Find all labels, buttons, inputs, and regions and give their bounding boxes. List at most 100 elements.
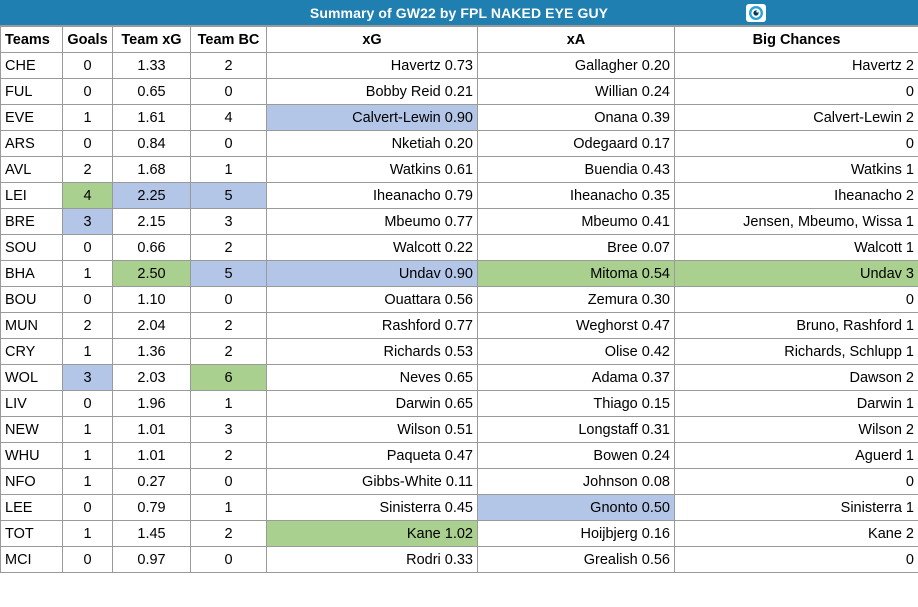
- team-cell: TOT: [0, 520, 63, 547]
- team-cell: NEW: [0, 416, 63, 443]
- goals-cell: 2: [62, 156, 113, 183]
- team-xg-cell: 0.79: [112, 494, 191, 521]
- xg-cell: Calvert-Lewin 0.90: [266, 104, 478, 131]
- big-chances-cell: 0: [674, 78, 918, 105]
- big-chances-cell: Iheanacho 2: [674, 182, 918, 209]
- table-row: AVL 2 1.68 1 Watkins 0.61 Buendia 0.43 Watkins…: [0, 156, 918, 183]
- big-chances-cell: Sinisterra 1: [674, 494, 918, 521]
- title-bar: Summary of GW22 by FPL NAKED EYE GUY: [0, 0, 918, 26]
- big-chances-cell: Watkins 1: [674, 156, 918, 183]
- xg-cell: Mbeumo 0.77: [266, 208, 478, 235]
- big-chances-cell: Undav 3: [674, 260, 918, 287]
- xg-cell: Kane 1.02: [266, 520, 478, 547]
- xa-cell: Willian 0.24: [477, 78, 675, 105]
- xg-cell: Bobby Reid 0.21: [266, 78, 478, 105]
- goals-cell: 1: [62, 260, 113, 287]
- xa-cell: Bowen 0.24: [477, 442, 675, 469]
- goals-cell: 0: [62, 52, 113, 79]
- table-row: WOL 3 2.03 6 Neves 0.65 Adama 0.37 Dawson 2: [0, 364, 918, 391]
- team-xg-cell: 2.50: [112, 260, 191, 287]
- xa-cell: Hoijbjerg 0.16: [477, 520, 675, 547]
- team-cell: EVE: [0, 104, 63, 131]
- big-chances-cell: Bruno, Rashford 1: [674, 312, 918, 339]
- big-chances-cell: Darwin 1: [674, 390, 918, 417]
- team-bc-cell: 6: [190, 364, 267, 391]
- team-cell: BRE: [0, 208, 63, 235]
- team-bc-cell: 2: [190, 234, 267, 261]
- table-row: SOU 0 0.66 2 Walcott 0.22 Bree 0.07 Walcott 1: [0, 234, 918, 261]
- xa-cell: Adama 0.37: [477, 364, 675, 391]
- table-row: CRY 1 1.36 2 Richards 0.53 Olise 0.42 Richards…: [0, 338, 918, 365]
- xa-cell: Olise 0.42: [477, 338, 675, 365]
- xa-cell: Onana 0.39: [477, 104, 675, 131]
- goals-cell: 1: [62, 416, 113, 443]
- goals-cell: 1: [62, 468, 113, 495]
- xa-cell: Weghorst 0.47: [477, 312, 675, 339]
- goals-cell: 1: [62, 104, 113, 131]
- table-row: BHA 1 2.50 5 Undav 0.90 Mitoma 0.54 Undav 3: [0, 260, 918, 287]
- xg-cell: Richards 0.53: [266, 338, 478, 365]
- sheet-title: Summary of GW22 by FPL NAKED EYE GUY: [309, 4, 609, 21]
- header-xa: xA: [477, 26, 675, 53]
- xg-cell: Watkins 0.61: [266, 156, 478, 183]
- table-row: LEI 4 2.25 5 Iheanacho 0.79 Iheanacho 0.35 Ihe…: [0, 182, 918, 209]
- eye-icon: [746, 4, 766, 22]
- team-xg-cell: 1.10: [112, 286, 191, 313]
- team-bc-cell: 5: [190, 182, 267, 209]
- xg-cell: Gibbs-White 0.11: [266, 468, 478, 495]
- table-row: MCI 0 0.97 0 Rodri 0.33 Grealish 0.56 0: [0, 546, 918, 573]
- table-row: WHU 1 1.01 2 Paqueta 0.47 Bowen 0.24 Aguerd 1: [0, 442, 918, 469]
- team-xg-cell: 2.15: [112, 208, 191, 235]
- big-chances-cell: 0: [674, 468, 918, 495]
- goals-cell: 1: [62, 520, 113, 547]
- team-bc-cell: 0: [190, 286, 267, 313]
- team-xg-cell: 0.27: [112, 468, 191, 495]
- xa-cell: Iheanacho 0.35: [477, 182, 675, 209]
- table-row: LEE 0 0.79 1 Sinisterra 0.45 Gnonto 0.50 Sinis…: [0, 494, 918, 521]
- big-chances-cell: Jensen, Mbeumo, Wissa 1: [674, 208, 918, 235]
- team-bc-cell: 0: [190, 130, 267, 157]
- xa-cell: Johnson 0.08: [477, 468, 675, 495]
- team-bc-cell: 3: [190, 208, 267, 235]
- table-row: ARS 0 0.84 0 Nketiah 0.20 Odegaard 0.17 0: [0, 130, 918, 157]
- xg-cell: Rashford 0.77: [266, 312, 478, 339]
- xa-cell: Gallagher 0.20: [477, 52, 675, 79]
- big-chances-cell: Walcott 1: [674, 234, 918, 261]
- xg-cell: Paqueta 0.47: [266, 442, 478, 469]
- team-cell: LEI: [0, 182, 63, 209]
- table-row: MUN 2 2.04 2 Rashford 0.77 Weghorst 0.47 Bruno…: [0, 312, 918, 339]
- xa-cell: Odegaard 0.17: [477, 130, 675, 157]
- team-bc-cell: 3: [190, 416, 267, 443]
- team-xg-cell: 2.03: [112, 364, 191, 391]
- table-row: BRE 3 2.15 3 Mbeumo 0.77 Mbeumo 0.41 Jensen, M…: [0, 208, 918, 235]
- table-row: NEW 1 1.01 3 Wilson 0.51 Longstaff 0.31 Wilson…: [0, 416, 918, 443]
- team-xg-cell: 1.45: [112, 520, 191, 547]
- goals-cell: 3: [62, 364, 113, 391]
- team-bc-cell: 1: [190, 494, 267, 521]
- table-row: LIV 0 1.96 1 Darwin 0.65 Thiago 0.15 Darwin 1: [0, 390, 918, 417]
- header-team-xg: Team xG: [112, 26, 191, 53]
- team-cell: SOU: [0, 234, 63, 261]
- big-chances-cell: Calvert-Lewin 2: [674, 104, 918, 131]
- xa-cell: Thiago 0.15: [477, 390, 675, 417]
- header-teams: Teams: [0, 26, 63, 53]
- team-cell: WOL: [0, 364, 63, 391]
- xg-cell: Iheanacho 0.79: [266, 182, 478, 209]
- big-chances-cell: Aguerd 1: [674, 442, 918, 469]
- xa-cell: Mbeumo 0.41: [477, 208, 675, 235]
- team-xg-cell: 0.66: [112, 234, 191, 261]
- big-chances-cell: Havertz 2: [674, 52, 918, 79]
- team-xg-cell: 0.84: [112, 130, 191, 157]
- team-bc-cell: 5: [190, 260, 267, 287]
- xa-cell: Grealish 0.56: [477, 546, 675, 573]
- team-xg-cell: 1.33: [112, 52, 191, 79]
- goals-cell: 0: [62, 234, 113, 261]
- big-chances-cell: Kane 2: [674, 520, 918, 547]
- team-xg-cell: 1.36: [112, 338, 191, 365]
- team-xg-cell: 1.96: [112, 390, 191, 417]
- header-team-bc: Team BC: [190, 26, 267, 53]
- team-xg-cell: 1.01: [112, 416, 191, 443]
- table-row: TOT 1 1.45 2 Kane 1.02 Hoijbjerg 0.16 Kane 2: [0, 520, 918, 547]
- team-xg-cell: 1.68: [112, 156, 191, 183]
- big-chances-cell: Wilson 2: [674, 416, 918, 443]
